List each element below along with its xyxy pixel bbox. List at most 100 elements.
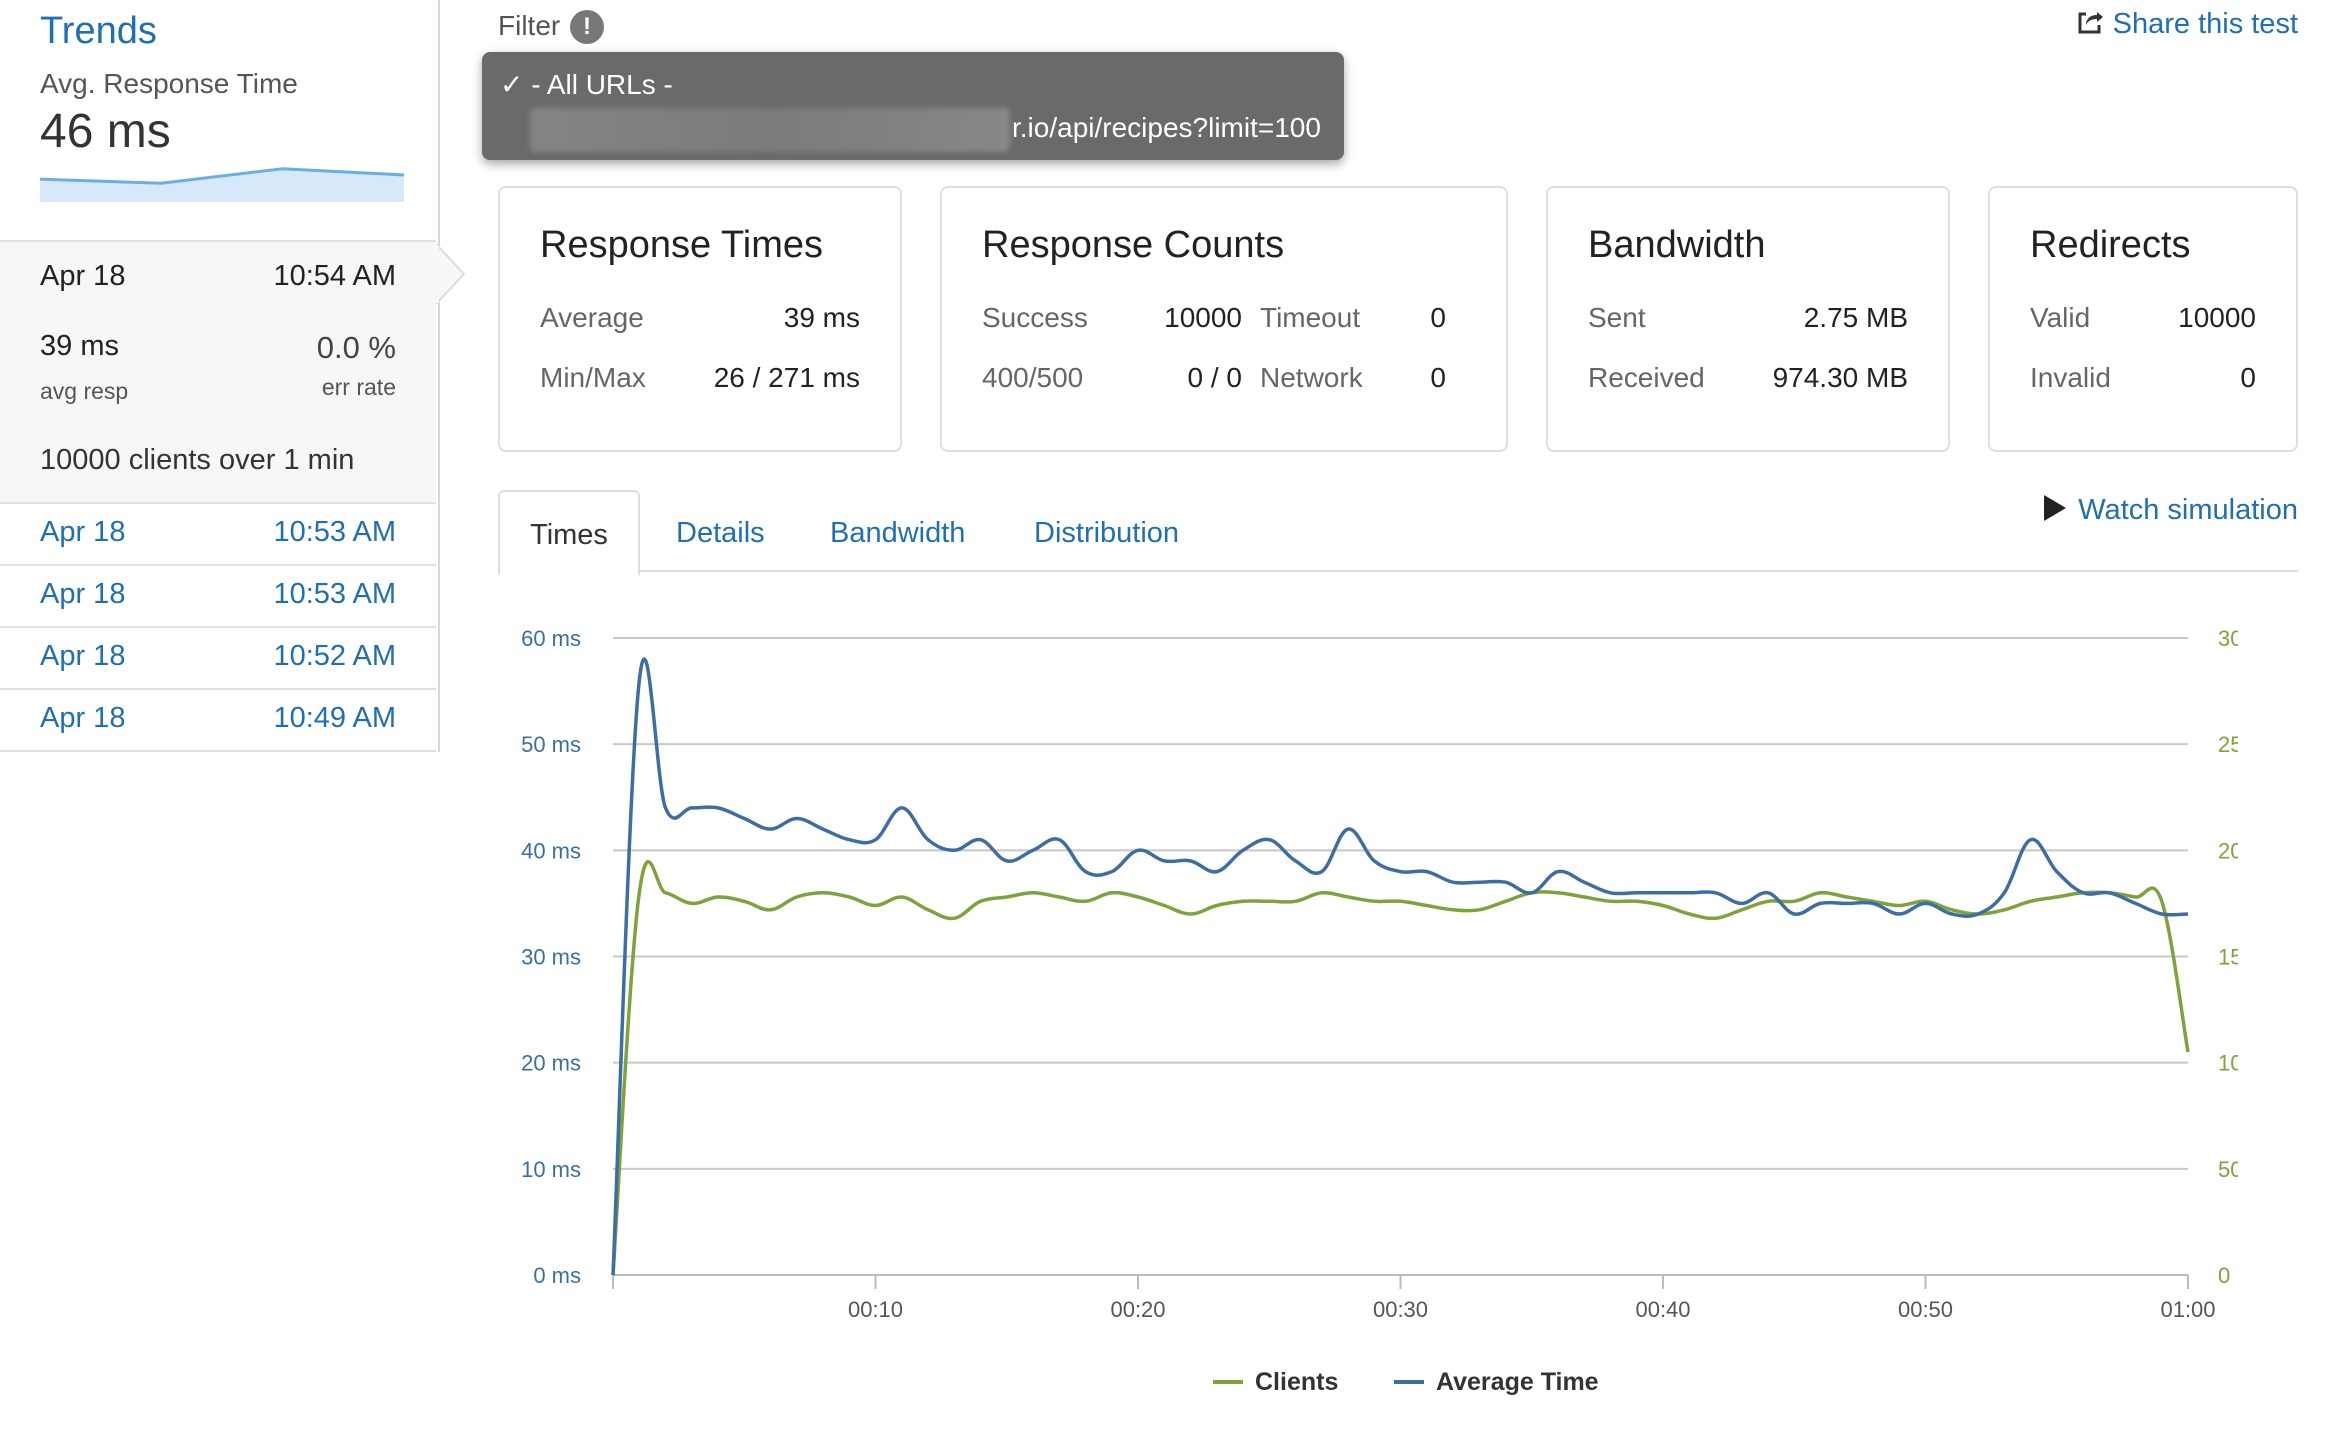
y-left-tick-label: 60 ms <box>521 626 581 651</box>
history-date: Apr 18 <box>40 516 126 548</box>
response-times-chart: 0 ms 0 10 ms 50 20 ms 100 30 ms 150 40 ms 200 50 m… <box>521 626 2238 1396</box>
http-error-label: 400/500 <box>982 362 1084 393</box>
card-title: Response Counts <box>982 224 1285 266</box>
current-run-pointer-icon <box>436 244 466 304</box>
clients-text: clients over <box>128 444 276 476</box>
history-time: 10:53 AM <box>273 578 396 610</box>
current-run-date: Apr 18 <box>40 260 126 292</box>
y-right-tick-label: 100 <box>2218 1051 2238 1076</box>
y-left-tick-label: 40 ms <box>521 838 581 863</box>
y-right-tick-label: 250 <box>2218 732 2238 757</box>
history-item[interactable]: Apr 18 10:52 AM <box>0 626 436 690</box>
info-icon[interactable]: ! <box>570 10 604 44</box>
sent-value: 2.75 MB <box>1803 302 1908 333</box>
watch-simulation-link[interactable]: Watch simulation <box>2044 494 2298 527</box>
duration-unit: min <box>307 444 355 476</box>
legend-label: Average Time <box>1436 1368 1599 1396</box>
success-value: 10000 <box>1164 302 1242 333</box>
valid-value: 10000 <box>2178 302 2256 333</box>
trends-sidebar: Trends Avg. Response Time 46 ms Apr 18 1… <box>0 0 440 752</box>
sparkline-line <box>40 167 404 185</box>
y-left-tick-label: 30 ms <box>521 945 581 970</box>
err-rate-label: err rate <box>321 374 396 400</box>
redacted-url-mask <box>530 108 1010 152</box>
invalid-value: 0 <box>2240 362 2256 393</box>
response-times-card: Response Times Average 39 ms Min/Max 26 … <box>498 186 902 452</box>
url-filter-dropdown[interactable]: ✓ - All URLs - r.io/api/recipes?limit=10… <box>482 52 1344 160</box>
minmax-label: Min/Max <box>540 362 646 393</box>
average-time-series-line <box>611 657 2189 1276</box>
watch-simulation-label: Watch simulation <box>2078 494 2298 526</box>
bandwidth-card: Bandwidth Sent 2.75 MB Received 974.30 M… <box>1546 186 1950 452</box>
avg-resp-value: 39 ms <box>40 330 119 362</box>
network-value: 0 <box>1430 362 1446 393</box>
y-left-tick-label: 10 ms <box>521 1157 581 1182</box>
x-tick-label: 00:20 <box>1110 1297 1165 1322</box>
card-title: Redirects <box>2030 224 2191 266</box>
play-icon <box>2044 495 2067 521</box>
history-item[interactable]: Apr 18 10:49 AM <box>0 688 436 752</box>
history-time: 10:52 AM <box>273 640 396 672</box>
share-test-link[interactable]: Share this test <box>2077 8 2298 41</box>
check-icon: ✓ <box>500 69 524 100</box>
valid-label: Valid <box>2030 302 2091 333</box>
filter-option-url[interactable]: r.io/api/recipes?limit=100 <box>1012 112 1321 143</box>
filter-option-label: - All URLs - <box>531 69 673 100</box>
history-time: 10:49 AM <box>273 702 396 734</box>
http-error-value: 0 / 0 <box>1187 362 1242 393</box>
avg-resp-label: avg resp <box>40 378 129 404</box>
y-left-tick-label: 20 ms <box>521 1051 581 1076</box>
sent-label: Sent <box>1588 302 1646 333</box>
response-time-sparkline <box>40 167 404 202</box>
trend-metric-label: Avg. Response Time <box>40 68 298 99</box>
timeout-value: 0 <box>1430 302 1446 333</box>
timeout-label: Timeout <box>1260 302 1361 333</box>
redirects-card: Redirects Valid 10000 Invalid 0 <box>1988 186 2298 452</box>
network-label: Network <box>1260 362 1363 393</box>
clients-summary: 10000 clients over 1 min <box>40 444 354 477</box>
x-tick-label: 00:50 <box>1898 1297 1953 1322</box>
history-date: Apr 18 <box>40 578 126 610</box>
share-test-label: Share this test <box>2112 8 2298 40</box>
x-tick-label: 00:10 <box>848 1297 903 1322</box>
history-item[interactable]: Apr 18 10:53 AM <box>0 564 436 628</box>
minmax-value: 26 / 271 ms <box>713 362 860 393</box>
share-icon <box>2078 12 2103 34</box>
tabs-divider <box>498 570 2298 572</box>
x-tick-label: 00:40 <box>1635 1297 1690 1322</box>
y-left-tick-label: 0 ms <box>533 1263 581 1288</box>
average-label: Average <box>540 302 644 333</box>
history-item[interactable]: Apr 18 10:53 AM <box>0 502 436 566</box>
history-date: Apr 18 <box>40 702 126 734</box>
y-right-tick-label: 300 <box>2218 626 2238 651</box>
tab-times[interactable]: Times <box>498 490 640 576</box>
history-date: Apr 18 <box>40 640 126 672</box>
tab-distribution[interactable]: Distribution <box>1034 517 1180 549</box>
response-counts-card: Response Counts Success 10000 Timeout 0 … <box>940 186 1508 452</box>
y-right-tick-label: 50 <box>2218 1157 2238 1182</box>
clients-series-line <box>611 860 2190 1276</box>
history-time: 10:53 AM <box>273 516 396 548</box>
filter-label: Filter <box>498 10 561 41</box>
y-left-tick-label: 50 ms <box>521 732 581 757</box>
invalid-label: Invalid <box>2030 362 2111 393</box>
current-test-run[interactable]: Apr 18 10:54 AM 39 ms avg resp 0.0 % err… <box>0 240 436 504</box>
clients-count: 10000 <box>40 444 121 476</box>
err-rate-value: 0.0 % <box>316 330 396 365</box>
tab-details[interactable]: Details <box>676 517 765 549</box>
current-run-time: 10:54 AM <box>273 260 396 292</box>
card-title: Bandwidth <box>1588 224 1766 266</box>
success-label: Success <box>982 302 1088 333</box>
trend-metric-value: 46 ms <box>40 105 171 158</box>
legend-label: Clients <box>1255 1368 1338 1396</box>
received-label: Received <box>1588 362 1705 393</box>
card-title: Response Times <box>540 224 824 266</box>
trends-title[interactable]: Trends <box>40 10 157 52</box>
tab-bandwidth[interactable]: Bandwidth <box>830 517 966 549</box>
x-tick-label: 01:00 <box>2160 1297 2215 1322</box>
sparkline-area <box>40 168 404 202</box>
duration-value: 1 <box>283 444 300 476</box>
x-tick-label: 00:30 <box>1373 1297 1428 1322</box>
y-right-tick-label: 200 <box>2218 838 2238 863</box>
filter-option-all-urls[interactable]: ✓ - All URLs - <box>500 68 673 101</box>
